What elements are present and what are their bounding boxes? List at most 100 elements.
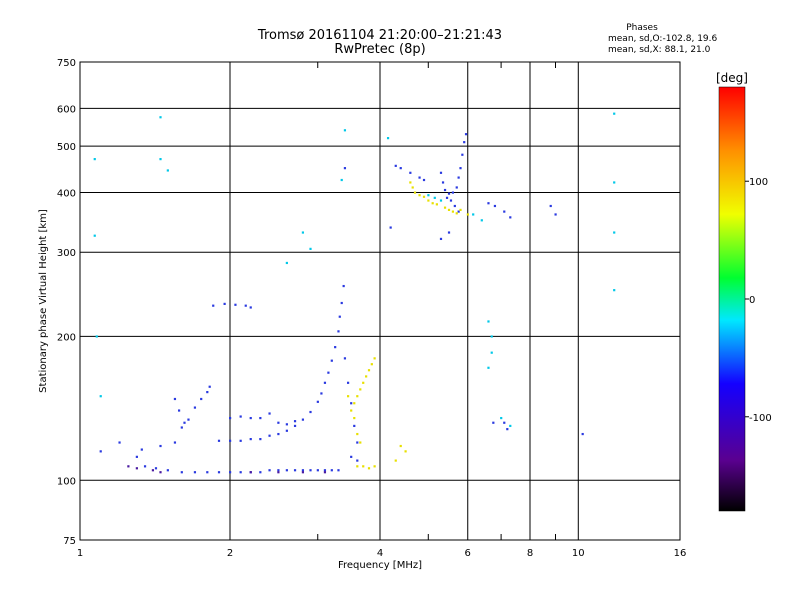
data-point xyxy=(338,315,341,318)
data-point xyxy=(343,129,347,132)
data-point xyxy=(229,416,232,420)
data-point xyxy=(362,465,365,468)
data-point xyxy=(277,469,280,472)
data-point xyxy=(135,467,138,470)
x-tick-label: 6 xyxy=(465,548,471,559)
data-point xyxy=(464,133,468,136)
data-point xyxy=(439,171,443,174)
data-point xyxy=(239,439,242,442)
data-point xyxy=(239,471,242,474)
data-point xyxy=(431,202,434,205)
data-point xyxy=(404,450,407,453)
data-point xyxy=(127,465,130,468)
x-tick-label: 1 xyxy=(77,548,83,559)
data-point xyxy=(554,213,557,216)
data-point xyxy=(217,471,221,474)
data-point xyxy=(154,467,158,470)
data-point xyxy=(93,234,96,237)
data-point xyxy=(173,397,177,401)
data-point xyxy=(277,432,280,436)
data-point xyxy=(359,388,362,391)
data-point xyxy=(316,469,319,472)
data-point xyxy=(506,428,509,431)
data-point xyxy=(459,167,462,170)
data-point xyxy=(259,471,262,474)
data-point xyxy=(259,416,262,420)
data-point xyxy=(457,210,460,213)
data-point xyxy=(394,459,397,462)
data-point xyxy=(490,351,493,354)
data-point xyxy=(490,335,493,338)
data-point xyxy=(370,363,373,366)
data-point xyxy=(356,432,359,436)
data-point xyxy=(285,429,288,432)
data-point xyxy=(613,231,616,234)
data-point xyxy=(208,385,211,388)
data-point xyxy=(353,424,356,428)
data-point xyxy=(285,261,288,265)
data-points xyxy=(93,112,616,474)
data-point xyxy=(229,471,232,474)
colorbar-tick-label: -100 xyxy=(749,413,772,424)
data-point xyxy=(365,375,368,378)
data-point xyxy=(277,421,280,424)
data-point xyxy=(337,330,340,333)
data-point xyxy=(95,335,98,338)
data-point xyxy=(451,191,455,194)
data-point xyxy=(159,444,162,448)
data-point xyxy=(455,212,458,215)
colorbar-tick-label: 0 xyxy=(749,295,755,306)
data-point xyxy=(356,465,359,468)
data-point xyxy=(206,471,209,474)
data-point xyxy=(177,409,181,412)
chart-title-line2: RwPretec (8p) xyxy=(334,42,425,57)
data-point xyxy=(249,416,252,420)
data-point xyxy=(249,306,252,309)
data-point xyxy=(399,444,402,448)
data-point xyxy=(613,112,616,115)
data-point xyxy=(487,366,490,369)
data-point xyxy=(277,471,280,474)
data-point xyxy=(143,465,147,468)
data-point xyxy=(459,208,462,212)
data-point xyxy=(343,167,347,170)
colorbar-tick-label: 100 xyxy=(749,177,768,188)
data-point xyxy=(411,186,414,189)
data-point xyxy=(159,471,162,474)
chart-title-line1: Tromsø 20161104 21:20:00–21:21:43 xyxy=(257,28,502,43)
data-point xyxy=(367,467,371,470)
data-point xyxy=(285,469,288,472)
data-point xyxy=(323,469,327,472)
data-point xyxy=(367,369,371,372)
data-point xyxy=(463,141,466,144)
data-point xyxy=(509,424,512,428)
data-point xyxy=(229,439,232,442)
data-point xyxy=(200,397,203,401)
data-point xyxy=(249,471,252,474)
data-point xyxy=(309,247,312,250)
data-point xyxy=(285,423,288,426)
y-tick-label: 75 xyxy=(63,536,76,547)
data-point xyxy=(180,471,183,474)
data-point xyxy=(173,441,177,444)
data-point xyxy=(268,412,271,415)
data-point xyxy=(193,406,197,409)
data-point xyxy=(386,137,390,140)
data-point xyxy=(301,418,305,421)
data-point xyxy=(449,199,453,202)
x-tick-label: 8 xyxy=(527,548,533,559)
data-point xyxy=(356,459,359,462)
data-point xyxy=(259,437,262,441)
phases-o-stats: mean, sd,O:-102.8, 19.6 xyxy=(608,34,718,44)
data-point xyxy=(159,116,162,119)
data-point xyxy=(445,196,449,199)
data-point xyxy=(239,415,242,418)
phases-heading: Phases xyxy=(626,23,658,33)
data-point xyxy=(373,357,376,360)
data-point xyxy=(613,181,616,184)
y-tick-label: 100 xyxy=(57,476,76,487)
y-tick-labels: 75 100 200 300 400 500 600 750 xyxy=(57,58,76,547)
y-tick-label: 200 xyxy=(57,332,76,343)
data-point xyxy=(500,416,503,420)
y-tick-label: 300 xyxy=(57,248,76,259)
